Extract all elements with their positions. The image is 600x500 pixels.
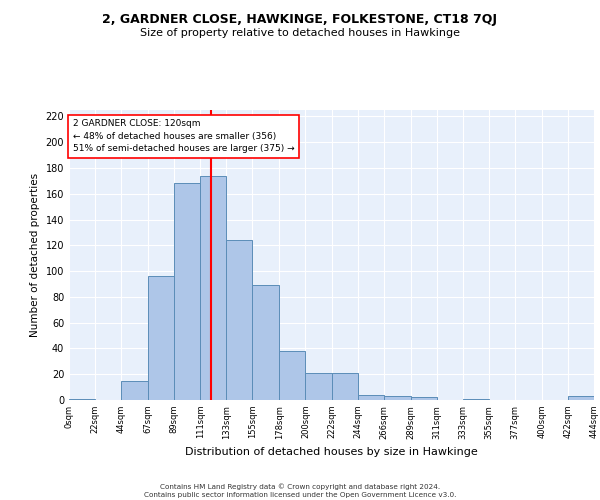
Bar (331, 373, 358, 400)
X-axis label: Distribution of detached houses by size in Hawkinge: Distribution of detached houses by size … (185, 447, 478, 457)
Bar (411, 398, 437, 400)
Bar (383, 396, 411, 400)
Bar (121, 380, 148, 400)
Bar (280, 351, 305, 400)
Bar (69, 398, 95, 400)
Text: 2 GARDNER CLOSE: 120sqm
← 48% of detached houses are smaller (356)
51% of semi-d: 2 GARDNER CLOSE: 120sqm ← 48% of detache… (73, 119, 294, 153)
Bar (305, 373, 331, 400)
Bar (252, 286, 280, 400)
Y-axis label: Number of detached properties: Number of detached properties (30, 173, 40, 337)
Text: Contains HM Land Registry data © Crown copyright and database right 2024.
Contai: Contains HM Land Registry data © Crown c… (144, 484, 456, 498)
Text: 2, GARDNER CLOSE, HAWKINGE, FOLKESTONE, CT18 7QJ: 2, GARDNER CLOSE, HAWKINGE, FOLKESTONE, … (103, 12, 497, 26)
Text: Size of property relative to detached houses in Hawkinge: Size of property relative to detached ho… (140, 28, 460, 38)
Bar (568, 396, 594, 400)
Bar (200, 176, 226, 400)
Bar (358, 395, 383, 400)
Bar (463, 398, 489, 400)
Bar (148, 276, 174, 400)
Bar (226, 240, 252, 400)
Bar (174, 184, 200, 400)
